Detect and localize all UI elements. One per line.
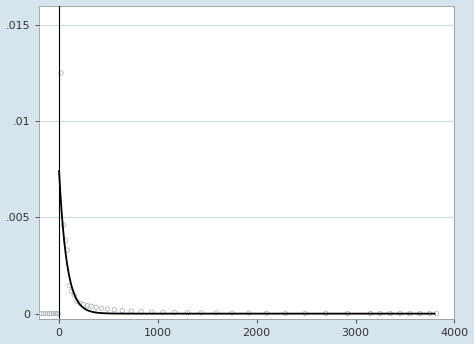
Point — [92, 304, 100, 310]
Point — [73, 298, 81, 304]
Point — [65, 283, 73, 289]
Point — [416, 311, 424, 316]
Point — [406, 311, 414, 316]
Point — [212, 310, 220, 316]
Point — [44, 311, 51, 316]
Point — [68, 289, 76, 294]
Point — [52, 311, 59, 316]
Point — [322, 311, 330, 316]
Point — [110, 307, 118, 313]
Point — [198, 310, 205, 315]
Point — [80, 302, 87, 307]
Point — [53, 311, 61, 316]
Point — [71, 293, 78, 298]
Point — [42, 311, 49, 316]
Point — [159, 310, 166, 315]
Point — [60, 222, 67, 228]
Point — [87, 303, 95, 309]
Point — [57, 70, 65, 76]
Point — [426, 311, 433, 316]
Point — [228, 310, 236, 316]
Point — [64, 247, 71, 253]
Point — [376, 311, 384, 316]
Point — [301, 311, 309, 316]
Point — [282, 311, 289, 316]
Point — [171, 310, 178, 315]
Point — [83, 303, 91, 308]
Point — [396, 311, 404, 316]
Point — [344, 311, 351, 316]
Point — [366, 311, 374, 316]
Point — [40, 311, 47, 316]
Point — [48, 311, 55, 316]
Point — [433, 311, 440, 316]
Point — [46, 311, 54, 316]
Point — [62, 238, 69, 243]
Point — [245, 310, 253, 316]
Point — [38, 311, 46, 316]
Point — [104, 306, 111, 312]
Point — [386, 311, 394, 316]
Point — [118, 308, 126, 313]
Point — [263, 310, 270, 316]
Point — [148, 309, 155, 315]
Point — [184, 310, 191, 315]
Point — [98, 305, 105, 311]
Point — [137, 309, 145, 314]
Point — [50, 311, 57, 316]
Point — [128, 308, 135, 314]
Point — [54, 311, 62, 316]
Point — [76, 300, 83, 306]
